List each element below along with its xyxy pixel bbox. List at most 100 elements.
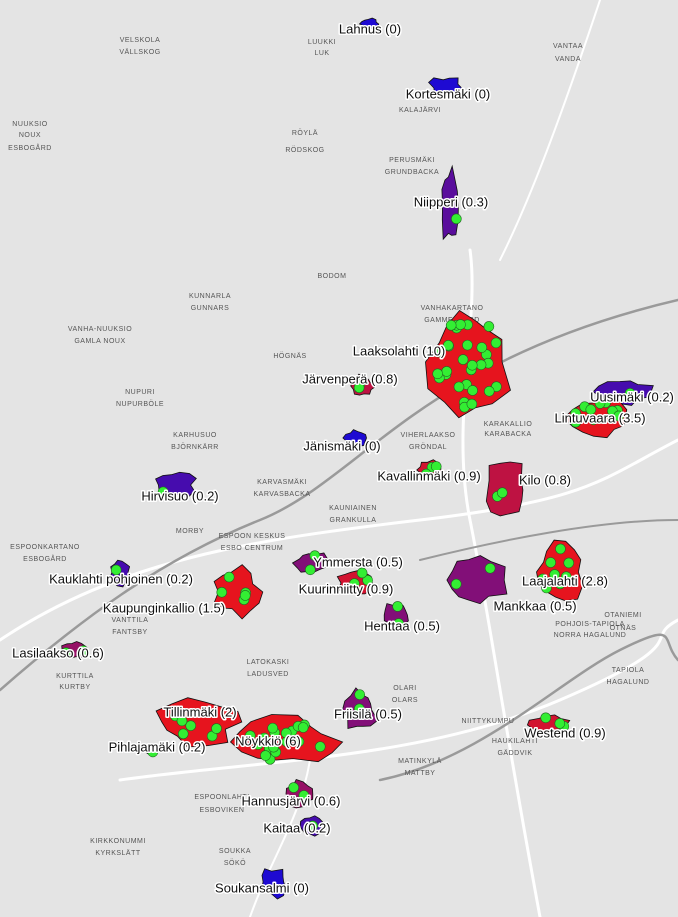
- area-label: Kilo (0.8): [519, 472, 571, 487]
- place-name: KARAKALLIO: [484, 421, 533, 428]
- area-label: Laaksolahti (10): [353, 343, 446, 358]
- area-label: Westend (0.9): [524, 725, 605, 740]
- place-name: KALAJÄRVI: [399, 106, 441, 114]
- place-name: KARVASBACKA: [254, 491, 311, 498]
- place-name: MATINKYLÄ: [398, 757, 442, 765]
- place-name: LADUSVED: [247, 671, 289, 678]
- area-label: Hannusjärvi (0.6): [242, 793, 341, 808]
- area-label: Pihlajamäki (0.2): [109, 739, 206, 754]
- point: [483, 321, 495, 332]
- place-name: ESPOONKARTANO: [10, 544, 80, 551]
- point: [554, 718, 566, 729]
- point: [466, 360, 478, 371]
- place-name: HAGALUND: [607, 679, 650, 686]
- point: [223, 571, 235, 583]
- point: [545, 557, 556, 568]
- area-label: Kuurinniitty (0.9): [299, 581, 394, 596]
- point: [356, 567, 368, 579]
- point: [445, 320, 457, 331]
- point: [258, 732, 270, 744]
- point: [430, 461, 442, 472]
- highway: [378, 633, 678, 782]
- area-label: Kortesmäki (0): [406, 86, 491, 101]
- place-name: NUPURI: [125, 389, 155, 396]
- place-name: GÄDDVIK: [497, 749, 532, 757]
- point: [537, 573, 549, 585]
- area-label: Uusimäki (0.2): [590, 389, 674, 404]
- point: [476, 342, 488, 353]
- point: [157, 486, 169, 498]
- place-name: RÖDSKOG: [285, 146, 324, 154]
- place-name: NUPURBÖLE: [116, 400, 164, 408]
- place-name: KURTTILA: [56, 673, 94, 680]
- point: [244, 730, 256, 741]
- place-name: GRÖNDAL: [409, 443, 447, 451]
- area-label: Lahnus (0): [339, 21, 401, 36]
- place-name: SÖKÖ: [224, 859, 246, 867]
- point: [570, 408, 581, 419]
- place-name: OTNÄS: [610, 624, 637, 632]
- area-label: Mankkaa (0.5): [493, 598, 576, 613]
- point: [77, 645, 89, 656]
- place-name: HAUKILAHTI: [492, 738, 538, 745]
- area-label: Hirvisuo (0.2): [141, 488, 218, 503]
- area-label: Tillinmäki (2): [163, 704, 236, 719]
- point: [362, 574, 373, 586]
- place-name: KARABACKA: [484, 431, 531, 438]
- place-name: OLARI: [393, 685, 417, 692]
- area-label: Kaupunginkallio (1.5): [103, 600, 225, 615]
- point: [541, 582, 552, 594]
- place-name: VÄLLSKOG: [119, 48, 160, 56]
- place-name: GRANKULLA: [330, 517, 377, 524]
- place-name: LATOKASKI: [247, 659, 290, 666]
- place-name: VELSKOLA: [120, 37, 161, 44]
- place-name: ESPOON KESKUS: [219, 533, 286, 540]
- area-label: Soukansalmi (0): [215, 880, 309, 895]
- point: [314, 741, 326, 752]
- area-labels: Lahnus (0) Kortesmäki (0) Niipperi (0.3) La…: [11, 20, 676, 897]
- place-name: KAUNIAINEN: [329, 505, 377, 512]
- area-label: Niipperi (0.3): [414, 194, 488, 209]
- place-name: MATTBY: [405, 770, 436, 777]
- place-name: VANTTILA: [112, 617, 149, 624]
- point: [354, 689, 366, 700]
- point: [298, 790, 310, 801]
- point: [349, 578, 360, 589]
- place-name: NOUX: [19, 132, 41, 139]
- point: [280, 727, 292, 739]
- point: [268, 741, 279, 753]
- road: [499, 0, 601, 261]
- area-label: Kavallinmäki (0.9): [377, 468, 480, 483]
- point: [467, 385, 478, 396]
- point: [560, 571, 572, 582]
- point: [420, 468, 432, 480]
- point: [563, 557, 575, 569]
- area-label: Lasilaakso (0.6): [12, 645, 104, 660]
- place-name: VANDA: [555, 56, 581, 63]
- road: [249, 759, 311, 917]
- place-name: VANHAKARTANO: [421, 305, 484, 312]
- place-name: OLARS: [392, 697, 418, 704]
- areas: [60, 17, 654, 900]
- place-name: OTANIEMI: [604, 612, 641, 619]
- point: [309, 550, 321, 561]
- point: [60, 647, 72, 659]
- place-name: BJÖRNKÄRR: [171, 443, 219, 451]
- place-name: KURTBY: [59, 684, 90, 691]
- place-name: KYRKSLÄTT: [95, 849, 141, 857]
- area: [291, 552, 331, 573]
- point: [177, 728, 189, 740]
- point: [293, 736, 305, 747]
- place-name: SOUKKA: [219, 848, 251, 855]
- point: [211, 723, 222, 734]
- area: [155, 697, 243, 748]
- point: [455, 319, 466, 330]
- area: [342, 429, 367, 448]
- point: [252, 739, 264, 750]
- place-name: ESBOGÅRD: [23, 554, 67, 563]
- place-name: ESBO CENTRUM: [221, 545, 283, 552]
- place-name: VANHA-NUUKSIO: [68, 326, 132, 333]
- area-label: Ymmersta (0.5): [313, 554, 403, 569]
